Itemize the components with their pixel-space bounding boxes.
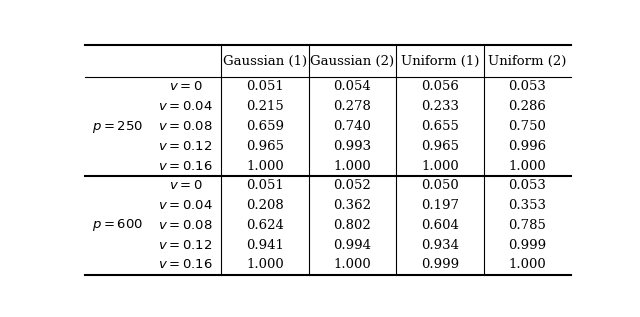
Text: 0.999: 0.999	[508, 239, 547, 252]
Text: 0.278: 0.278	[333, 100, 371, 113]
Text: 0.233: 0.233	[421, 100, 459, 113]
Text: 0.993: 0.993	[333, 140, 372, 153]
Text: $p = 600$: $p = 600$	[92, 217, 143, 233]
Text: 0.802: 0.802	[333, 219, 371, 232]
Text: 1.000: 1.000	[246, 258, 284, 271]
Text: 0.655: 0.655	[421, 120, 459, 133]
Text: 0.965: 0.965	[246, 140, 284, 153]
Text: 0.624: 0.624	[246, 219, 284, 232]
Text: $v = 0.16$: $v = 0.16$	[158, 258, 212, 271]
Text: 0.053: 0.053	[508, 81, 547, 94]
Text: 0.740: 0.740	[333, 120, 371, 133]
Text: 0.999: 0.999	[421, 258, 459, 271]
Text: 0.994: 0.994	[333, 239, 371, 252]
Text: $p = 250$: $p = 250$	[92, 119, 143, 134]
Text: 1.000: 1.000	[508, 258, 546, 271]
Text: 0.362: 0.362	[333, 199, 371, 212]
Text: 0.215: 0.215	[246, 100, 284, 113]
Text: 0.053: 0.053	[508, 179, 547, 192]
Text: 1.000: 1.000	[508, 159, 546, 172]
Text: Uniform (1): Uniform (1)	[401, 55, 479, 68]
Text: 1.000: 1.000	[333, 159, 371, 172]
Text: $v = 0.08$: $v = 0.08$	[158, 120, 212, 133]
Text: 0.353: 0.353	[508, 199, 547, 212]
Text: 0.054: 0.054	[333, 81, 371, 94]
Text: Gaussian (2): Gaussian (2)	[310, 55, 394, 68]
Text: $v = 0.16$: $v = 0.16$	[158, 159, 212, 172]
Text: 0.286: 0.286	[508, 100, 547, 113]
Text: 0.996: 0.996	[508, 140, 547, 153]
Text: 0.604: 0.604	[421, 219, 459, 232]
Text: Gaussian (1): Gaussian (1)	[223, 55, 307, 68]
Text: $v = 0$: $v = 0$	[168, 81, 202, 94]
Text: 0.941: 0.941	[246, 239, 284, 252]
Text: $v = 0.12$: $v = 0.12$	[158, 239, 212, 252]
Text: 1.000: 1.000	[333, 258, 371, 271]
Text: 0.051: 0.051	[246, 179, 284, 192]
Text: $v = 0.04$: $v = 0.04$	[158, 199, 213, 212]
Text: 0.050: 0.050	[421, 179, 459, 192]
Text: 1.000: 1.000	[246, 159, 284, 172]
Text: 0.056: 0.056	[421, 81, 459, 94]
Text: 0.208: 0.208	[246, 199, 284, 212]
Text: 0.197: 0.197	[421, 199, 459, 212]
Text: Uniform (2): Uniform (2)	[488, 55, 566, 68]
Text: $v = 0.12$: $v = 0.12$	[158, 140, 212, 153]
Text: $v = 0.04$: $v = 0.04$	[158, 100, 213, 113]
Text: 0.934: 0.934	[421, 239, 459, 252]
Text: 0.965: 0.965	[421, 140, 459, 153]
Text: 0.051: 0.051	[246, 81, 284, 94]
Text: 0.785: 0.785	[508, 219, 547, 232]
Text: 0.750: 0.750	[508, 120, 547, 133]
Text: 1.000: 1.000	[421, 159, 459, 172]
Text: $v = 0.08$: $v = 0.08$	[158, 219, 212, 232]
Text: $v = 0$: $v = 0$	[168, 179, 202, 192]
Text: 0.659: 0.659	[246, 120, 284, 133]
Text: 0.052: 0.052	[333, 179, 371, 192]
